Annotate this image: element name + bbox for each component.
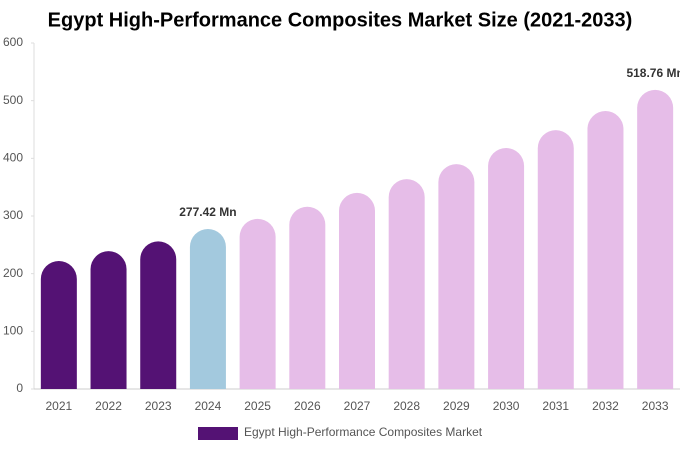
legend-swatch — [198, 427, 238, 440]
x-tick-label: 2023 — [145, 399, 172, 413]
bar — [488, 147, 525, 389]
bar — [189, 229, 226, 389]
bar — [140, 241, 177, 389]
value-label: 518.76 Mn — [626, 66, 680, 80]
y-tick-label: 300 — [3, 208, 23, 222]
x-tick-label: 2025 — [244, 399, 271, 413]
y-tick-label: 500 — [3, 93, 23, 107]
y-tick-label: 0 — [16, 381, 23, 395]
legend-label: Egypt High-Performance Composites Market — [244, 425, 483, 439]
bar — [90, 251, 127, 389]
x-tick-label: 2028 — [393, 399, 420, 413]
value-label: 277.42 Mn — [179, 205, 236, 219]
bar — [40, 260, 77, 389]
x-tick-label: 2021 — [45, 399, 72, 413]
x-tick-label: 2032 — [592, 399, 619, 413]
bar — [438, 164, 475, 389]
bar — [239, 218, 276, 389]
x-tick-label: 2026 — [294, 399, 321, 413]
bar — [339, 192, 375, 389]
x-tick-label: 2024 — [195, 399, 222, 413]
y-tick-label: 400 — [3, 151, 23, 165]
x-tick-label: 2033 — [642, 399, 669, 413]
x-tick-label: 2027 — [344, 399, 371, 413]
bar — [537, 130, 574, 389]
x-tick-label: 2031 — [542, 399, 569, 413]
x-tick-label: 2029 — [443, 399, 470, 413]
bar — [289, 206, 326, 389]
bar — [637, 89, 674, 390]
x-tick-label: 2022 — [95, 399, 122, 413]
chart-title: Egypt High-Performance Composites Market… — [48, 9, 633, 31]
y-tick-label: 600 — [3, 35, 23, 49]
bar — [587, 111, 624, 389]
x-tick-label: 2030 — [493, 399, 520, 413]
y-tick-label: 200 — [3, 266, 23, 280]
bar — [388, 179, 425, 389]
y-tick-label: 100 — [3, 324, 23, 338]
